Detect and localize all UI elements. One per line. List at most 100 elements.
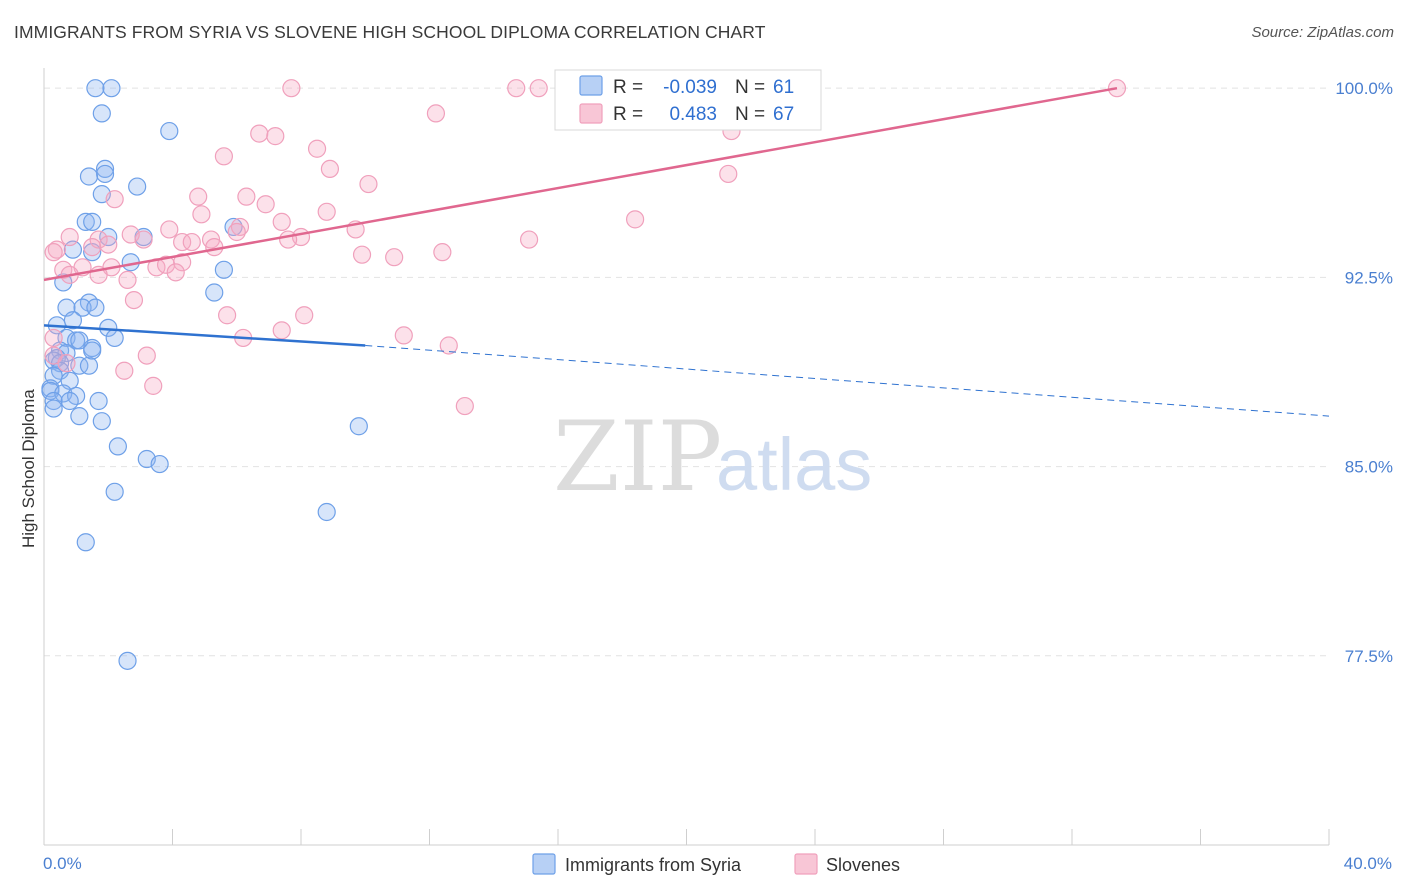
syria-point-55: [150, 454, 169, 474]
slovenes-point-1: [507, 79, 526, 98]
syria-point-60: [83, 341, 102, 360]
slovenes-point-66: [44, 243, 63, 262]
series-syria-points: [41, 79, 368, 670]
syria-point-57: [317, 502, 336, 522]
slovenes-point-14: [189, 187, 208, 206]
syria-point-30: [105, 328, 124, 348]
syria-point-2: [92, 104, 111, 123]
bottom-legend-swatch-syria: [532, 853, 556, 875]
legend-n-value-syria: 61: [773, 77, 794, 98]
slovenes-point-24: [227, 222, 246, 242]
bottom-legend-swatch-slovenes: [794, 853, 818, 875]
legend-n-value-slovenes: 67: [773, 104, 794, 125]
y-tick-label-2: 92.5%: [1345, 268, 1393, 287]
syria-point-1: [102, 79, 121, 98]
series-slovenes-points: [44, 79, 1127, 416]
slovenes-point-21: [160, 220, 179, 239]
syria-point-13: [224, 217, 243, 237]
slovenes-point-55: [394, 326, 413, 345]
syria-point-6: [79, 167, 99, 186]
x-tick-max: 40.0%: [1344, 854, 1392, 873]
slovenes-point-31: [60, 227, 79, 247]
syria-trend-line: [43, 324, 366, 347]
slovenes-point-61: [44, 328, 63, 348]
bottom-legend-label-syria: Immigrants from Syria: [565, 855, 742, 875]
trend-lines: [43, 86, 1330, 417]
syria-point-59: [118, 651, 137, 670]
syria-point-19: [205, 283, 224, 302]
slovenes-point-18: [192, 205, 211, 224]
syria-point-47: [60, 391, 79, 411]
legend-n-label-syria: N =: [735, 77, 765, 98]
slovenes-point-22: [230, 217, 250, 237]
slovenes-point-36: [47, 240, 66, 259]
syria-point-53: [108, 437, 127, 456]
syria-point-56: [105, 482, 124, 501]
slovenes-point-56: [272, 321, 291, 340]
slovenes-point-65: [455, 396, 474, 416]
y-tick-labels: 77.5% 85.0% 92.5% 100.0%: [1335, 79, 1393, 666]
slovenes-point-38: [99, 235, 118, 254]
watermark-zip: ZIP: [553, 401, 722, 513]
slovenes-point-59: [137, 346, 156, 365]
slovenes-point-29: [279, 230, 298, 249]
syria-point-46: [44, 391, 63, 411]
slovenes-point-35: [205, 238, 224, 257]
y-tick-label-3: 100.0%: [1335, 79, 1393, 98]
slovenes-point-2: [529, 79, 548, 98]
slovenes-point-13: [105, 190, 124, 209]
syria-point-9: [76, 212, 95, 231]
slovenes-point-62: [57, 354, 76, 373]
x-tick-min: 0.0%: [43, 854, 82, 873]
slovenes-point-17: [317, 202, 336, 221]
slovenes-point-6: [250, 124, 269, 143]
grid-lines: [44, 87, 1329, 657]
slovenes-point-41: [385, 248, 404, 267]
slovenes-point-7: [266, 127, 285, 146]
slovenes-point-15: [237, 187, 256, 206]
slovenes-trend-line: [43, 86, 1118, 282]
slovenes-point-4: [426, 104, 446, 123]
slovenes-point-44: [156, 255, 176, 274]
legend-r-label-slovenes: R =: [613, 104, 643, 125]
legend-n-label-slovenes: N =: [735, 104, 765, 125]
slovenes-point-0: [282, 79, 301, 98]
slovenes-point-64: [144, 376, 163, 395]
syria-point-7: [128, 177, 147, 196]
syria-point-58: [76, 533, 95, 552]
slovenes-point-39: [433, 243, 452, 262]
syria-point-10: [83, 212, 102, 231]
slovenes-point-27: [134, 230, 153, 249]
slovenes-point-63: [115, 361, 134, 380]
legend-r-label-syria: R =: [613, 77, 643, 98]
syria-point-4: [95, 159, 115, 179]
syria-point-52: [349, 417, 368, 436]
series-legend: Immigrants from Syria Slovenes: [532, 853, 900, 875]
syria-point-38: [79, 356, 99, 375]
slovenes-point-51: [118, 270, 137, 290]
slovenes-point-37: [83, 238, 102, 257]
slovenes-point-58: [439, 336, 458, 355]
legend-r-value-slovenes: 0.483: [669, 104, 717, 125]
legend-swatch-syria: [579, 75, 603, 96]
source-label: Source: ZipAtlas.com: [1251, 24, 1394, 41]
slovenes-point-34: [182, 232, 201, 252]
syria-point-22: [73, 298, 92, 317]
syria-point-50: [92, 412, 111, 431]
slovenes-point-20: [272, 212, 291, 231]
legend-r-value-syria: -0.039: [663, 77, 717, 98]
syria-point-5: [95, 164, 115, 184]
slovenes-point-8: [307, 139, 327, 158]
slovenes-point-52: [124, 290, 144, 310]
slovenes-point-30: [89, 230, 108, 249]
syria-point-48: [89, 391, 108, 411]
syria-trend-extension: [365, 345, 1330, 417]
slovenes-point-53: [218, 306, 237, 325]
watermark-atlas: atlas: [716, 423, 872, 506]
bottom-legend-label-slovenes: Slovenes: [826, 855, 900, 875]
y-tick-label-1: 85.0%: [1345, 458, 1393, 477]
correlation-legend: R = -0.039 N = 61 R = 0.483 N = 67: [554, 69, 822, 131]
syria-point-0: [86, 79, 105, 98]
syria-point-49: [70, 407, 89, 426]
